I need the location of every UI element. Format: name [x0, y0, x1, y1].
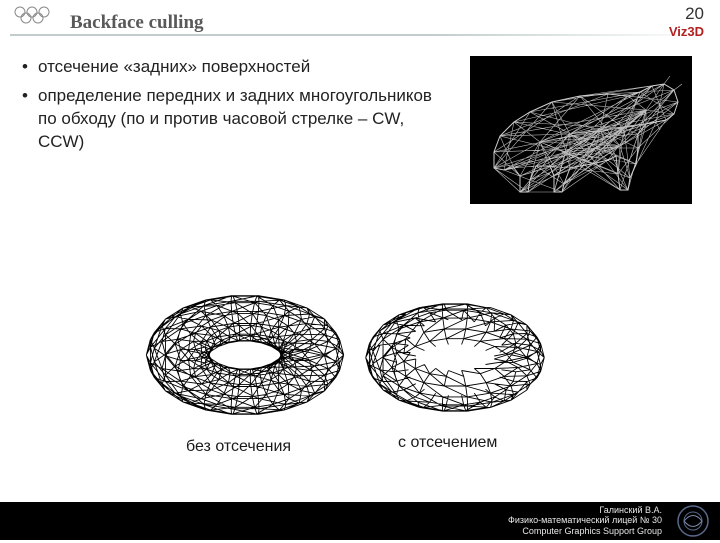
seal-icon [676, 504, 710, 538]
slide-footer: Галинский В.А. Физико-математический лиц… [0, 502, 720, 540]
torus-comparison: без отсечения с отсечением [140, 280, 570, 470]
bullet-list: отсечение «задних» поверхностей определе… [18, 56, 448, 154]
header-rule [10, 34, 710, 36]
bullet-text: определение передних и задних многоуголь… [38, 86, 432, 151]
footer-text: Галинский В.А. Физико-математический лиц… [508, 505, 662, 536]
torus-without-culling [140, 280, 350, 430]
slide-title: Backface culling [70, 12, 204, 34]
torus-with-culling [360, 290, 550, 425]
logo [10, 4, 54, 30]
caption-with-culling: с отсечением [398, 434, 497, 452]
bullet-text: отсечение «задних» поверхностей [38, 57, 310, 76]
brand-label: Viz3D [669, 24, 704, 39]
footer-line: Computer Graphics Support Group [508, 526, 662, 536]
list-item: определение передних и задних многоуголь… [18, 85, 448, 154]
cow-wireframe-figure [470, 56, 692, 204]
page-number: 20 [685, 4, 704, 24]
footer-line: Физико-математический лицей № 30 [508, 515, 662, 525]
list-item: отсечение «задних» поверхностей [18, 56, 448, 79]
footer-line: Галинский В.А. [508, 505, 662, 515]
caption-without-culling: без отсечения [186, 438, 291, 456]
